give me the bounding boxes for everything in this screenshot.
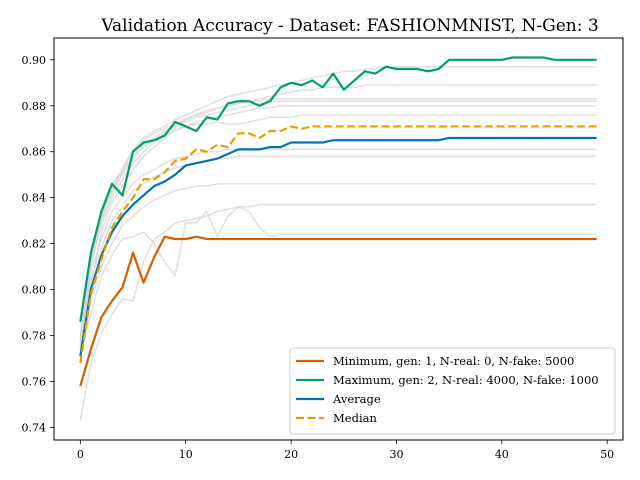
legend-box [289,347,616,435]
legend-label-0: Minimum, gen: 1, N-real: 0, N-fake: 5000 [333,354,574,368]
y-tick-label-8: 0.90 [22,54,47,67]
legend-label-2: Average [332,392,381,406]
y-tick-label-6: 0.86 [22,146,47,159]
legend-label-1: Maximum, gen: 2, N-real: 4000, N-fake: 1… [333,373,599,387]
series-line-1 [79,56,597,322]
y-tick-label-7: 0.88 [22,100,47,113]
background-run-line-5 [79,114,597,359]
background-run-line-6 [79,105,597,345]
legend: Minimum, gen: 1, N-real: 0, N-fake: 5000… [289,347,616,435]
series-line-2 [79,136,597,357]
y-tick-label-1: 0.76 [22,375,47,388]
series-line-3 [79,125,597,364]
y-tick-label-3: 0.80 [22,284,47,297]
x-tick-label-1: 10 [179,448,193,461]
plot-frame [53,37,624,441]
y-tick-label-5: 0.84 [22,192,47,205]
x-tick-label-3: 30 [389,448,403,461]
background-run-line-0 [79,203,597,421]
chart-title: Validation Accuracy - Dataset: FASHIONMN… [100,16,598,36]
background-run-line-7 [79,100,597,338]
y-tick-label-0: 0.74 [22,421,47,434]
series-line-0 [79,235,597,387]
y-axis: 0.74 0.76 0.78 0.80 0.82 0.84 0.86 0.88 0.90 [22,54,54,434]
series-lines [79,56,597,387]
background-run-line-1 [79,205,597,357]
x-tick-label-5: 50 [600,448,614,461]
x-axis: 0 10 20 30 40 50 [77,440,614,461]
background-run-line-9 [79,84,597,343]
x-tick-label-0: 0 [77,448,84,461]
legend-label-3: Median [333,411,377,425]
x-tick-label-4: 40 [495,448,509,461]
y-tick-label-4: 0.82 [22,238,47,251]
background-run-line-4 [79,148,597,341]
background-run-line-2 [79,183,597,355]
x-tick-label-2: 20 [284,448,298,461]
background-run-line-10 [79,65,597,336]
y-tick-label-2: 0.78 [22,329,47,342]
background-run-line-8 [79,98,597,350]
